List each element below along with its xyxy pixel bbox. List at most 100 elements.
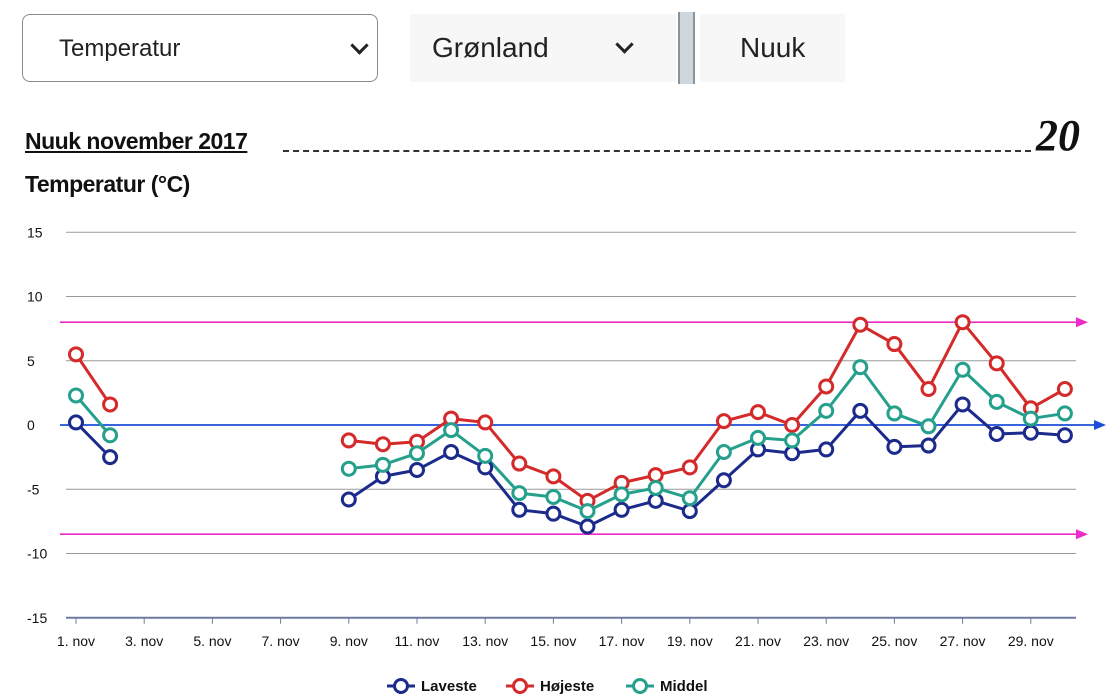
- data-point-middel: [374, 456, 391, 473]
- series-line-middel: [348, 365, 1066, 513]
- data-point-middel: [852, 359, 869, 376]
- data-point-højeste: [102, 396, 119, 413]
- series-line-middel: [74, 394, 112, 437]
- data-point-højeste: [920, 381, 937, 398]
- data-point-højeste: [647, 467, 664, 484]
- data-point-laveste: [681, 503, 698, 520]
- page-number: 20: [1036, 111, 1080, 160]
- data-point-højeste: [68, 346, 84, 363]
- data-point-middel: [886, 405, 903, 422]
- series-line-laveste: [74, 421, 112, 459]
- data-point-middel: [1022, 410, 1039, 427]
- data-point-middel: [818, 402, 835, 419]
- data-point-laveste: [1022, 424, 1039, 441]
- data-point-højeste: [818, 378, 835, 395]
- data-point-middel: [579, 503, 596, 520]
- data-point-laveste: [102, 449, 119, 466]
- data-point-laveste: [409, 461, 425, 478]
- y-tick-label: -10: [27, 546, 47, 562]
- data-point-laveste: [511, 501, 528, 518]
- legend-swatch-marker: [512, 678, 528, 694]
- data-point-middel: [409, 445, 425, 462]
- data-point-middel: [511, 485, 528, 502]
- data-point-laveste: [340, 491, 357, 508]
- y-tick-label: 15: [27, 224, 43, 240]
- x-tick-label: 7. nov: [262, 633, 300, 649]
- x-tick-label: 15. nov: [530, 633, 576, 649]
- data-point-højeste: [784, 417, 801, 433]
- data-point-laveste: [68, 414, 84, 431]
- city-select-value: Nuuk: [740, 32, 806, 63]
- country-select[interactable]: Grønland: [410, 14, 676, 82]
- city-select[interactable]: Nuuk: [700, 14, 845, 82]
- data-point-middel: [443, 422, 460, 439]
- y-axis-label: Temperatur (°C): [25, 171, 190, 197]
- x-tick-label: 3. nov: [125, 633, 163, 649]
- data-point-laveste: [886, 438, 903, 455]
- data-point-middel: [1056, 405, 1073, 422]
- data-point-højeste: [988, 355, 1005, 372]
- x-tick-label: 21. nov: [735, 633, 781, 649]
- data-point-laveste: [818, 441, 835, 458]
- data-point-højeste: [750, 404, 766, 421]
- data-point-laveste: [715, 472, 732, 489]
- data-point-laveste: [852, 402, 869, 419]
- data-point-laveste: [1056, 427, 1073, 444]
- data-point-højeste: [715, 413, 732, 430]
- reference-line-arrow: [1076, 317, 1088, 328]
- legend-label: Laveste: [421, 678, 477, 695]
- data-point-middel: [920, 418, 937, 435]
- x-tick-label: 25. nov: [871, 633, 917, 649]
- y-tick-label: 10: [27, 289, 43, 305]
- data-point-middel: [715, 443, 732, 460]
- zero-line-arrow: [1094, 420, 1106, 430]
- data-point-højeste: [852, 316, 869, 333]
- data-point-middel: [647, 479, 664, 496]
- data-point-middel: [613, 486, 630, 503]
- data-point-middel: [545, 488, 562, 505]
- measure-select[interactable]: Temperatur: [22, 14, 378, 82]
- data-point-middel: [681, 490, 698, 507]
- data-point-middel: [750, 429, 766, 446]
- data-point-middel: [340, 460, 357, 477]
- data-point-højeste: [886, 336, 903, 353]
- chart-title: Nuuk november 2017: [25, 128, 248, 154]
- x-tick-label: 11. nov: [395, 633, 440, 649]
- title-dashed-rule: [283, 150, 1031, 152]
- separator-handle: [678, 12, 695, 84]
- data-point-laveste: [988, 425, 1005, 442]
- series-line-laveste: [347, 402, 1066, 529]
- data-point-middel: [68, 387, 84, 404]
- measure-select-value: Temperatur: [59, 35, 181, 62]
- x-tick-label: 9. nov: [330, 633, 368, 649]
- x-tick-label: 1. nov: [57, 633, 95, 649]
- reference-line-arrow: [1076, 529, 1088, 540]
- data-point-middel: [102, 427, 119, 444]
- data-point-laveste: [784, 445, 801, 462]
- legend-swatch-marker: [393, 678, 409, 694]
- data-point-højeste: [681, 459, 698, 476]
- series-line-højeste: [348, 320, 1066, 503]
- y-tick-label: 0: [27, 417, 35, 433]
- data-point-middel: [477, 447, 494, 464]
- data-point-middel: [954, 361, 971, 378]
- legend-label: Middel: [660, 678, 708, 695]
- legend-label: Højeste: [540, 678, 594, 695]
- data-point-højeste: [374, 436, 391, 453]
- x-tick-label: 27. nov: [940, 633, 986, 649]
- data-point-laveste: [443, 443, 460, 460]
- legend-swatch-marker: [632, 678, 648, 694]
- data-point-højeste: [545, 468, 562, 485]
- data-point-højeste: [511, 455, 528, 472]
- data-point-middel: [784, 432, 801, 449]
- x-tick-label: 23. nov: [803, 633, 849, 649]
- country-select-value: Grønland: [432, 32, 549, 63]
- data-point-laveste: [647, 492, 664, 509]
- data-point-højeste: [954, 314, 971, 331]
- data-point-højeste: [340, 432, 357, 449]
- series-line-højeste: [74, 353, 112, 406]
- data-point-laveste: [954, 396, 971, 413]
- data-point-laveste: [920, 437, 937, 454]
- data-point-laveste: [613, 501, 630, 518]
